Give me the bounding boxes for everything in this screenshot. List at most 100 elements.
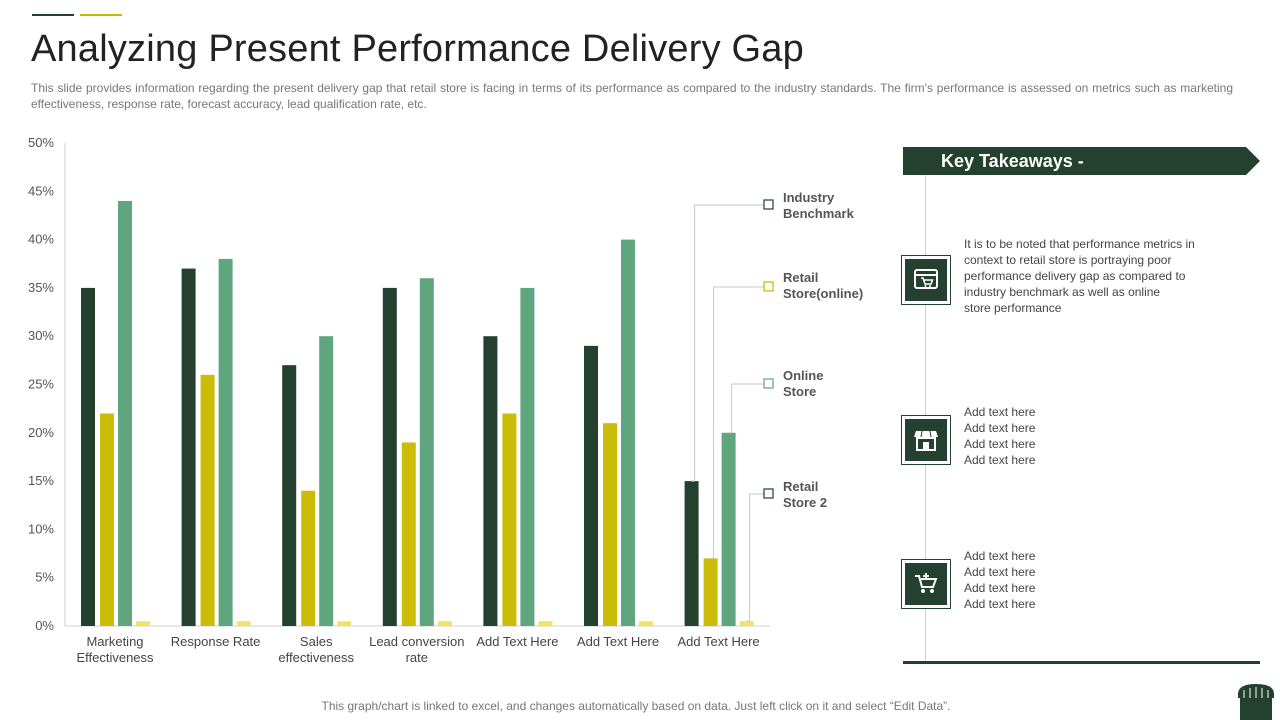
bar-retail-store-2-0	[136, 621, 150, 626]
takeaway-line: performance delivery gap as compared to	[964, 269, 1186, 283]
footer-note: This graph/chart is linked to excel, and…	[321, 699, 951, 713]
x-tick-label: Response Rate	[171, 634, 261, 649]
legend-label-retail-store-online: Retail Store(online)	[783, 270, 863, 302]
legend-label-line: Industry	[783, 190, 835, 205]
title-accent-line-gold	[80, 14, 122, 16]
legend-leader-line	[691, 204, 764, 482]
takeaway-1-text: It is to be noted that performance metri…	[964, 236, 1234, 316]
bar-industry-benchmark-1	[181, 268, 196, 626]
bar-online-store-3	[419, 278, 434, 626]
shopping-cart-icon	[915, 573, 938, 593]
takeaway-line: store performance	[964, 301, 1062, 315]
x-tick-label: Add Text Here	[678, 634, 760, 649]
bar-online-store-1	[218, 258, 233, 626]
y-tick-label: 10%	[28, 521, 54, 536]
legend-label-line: Online	[783, 368, 824, 383]
takeaway-line: industry benchmark as well as online	[964, 285, 1161, 299]
y-tick-label: 40%	[28, 232, 54, 247]
x-tick-label: Sales	[300, 634, 333, 649]
bar-online-store-5	[621, 239, 635, 626]
legend-label-line: Benchmark	[783, 206, 854, 221]
x-tick-label: Add Text Here	[577, 634, 659, 649]
legend-label-industry-benchmark: Industry Benchmark	[783, 190, 854, 222]
takeaway-1-icon-box	[901, 255, 951, 305]
bar-industry-benchmark-0	[81, 287, 95, 626]
store-corner-icon	[1238, 684, 1274, 720]
x-tick-label: Add Text Here	[476, 634, 558, 649]
chart-legend	[691, 199, 774, 622]
page-subtitle: This slide provides information regardin…	[31, 81, 1233, 111]
bar-online-store-4	[520, 287, 535, 626]
legend-label-retail-store-2: Retail Store 2	[783, 479, 827, 511]
bar-retail-store-online--6	[703, 558, 718, 626]
legend-label-line: Store	[783, 384, 817, 399]
bar-online-store-2	[319, 336, 334, 626]
bar-online-store-6	[721, 432, 736, 626]
bar-retail-store-2-3	[437, 621, 452, 626]
bar-industry-benchmark-2	[282, 365, 297, 626]
bar-chart[interactable]: 0% 5% 10% 15% 20% 25% 30% 35% 40% 45% 50% Marketin…	[0, 130, 890, 680]
bar-retail-store-online--5	[603, 423, 617, 626]
takeaways-bottom-bar	[903, 661, 1260, 664]
bar-retail-store-online--1	[200, 374, 215, 626]
bar-retail-store-online--3	[401, 442, 416, 626]
takeaway-line: Add text here	[964, 565, 1036, 579]
legend-marker	[763, 488, 774, 499]
y-tick-label: 20%	[28, 425, 54, 440]
y-tick-label: 5%	[35, 570, 54, 585]
bar-retail-store-2-4	[538, 621, 553, 626]
x-tick-label: effectiveness	[278, 650, 354, 665]
y-tick-label: 45%	[28, 183, 54, 198]
legend-leader-line	[746, 493, 764, 622]
legend-leader-line	[710, 286, 764, 559]
takeaway-line: Add text here	[964, 421, 1036, 435]
bar-industry-benchmark-3	[382, 287, 397, 626]
y-tick-label: 0%	[35, 618, 54, 633]
online-store-icon	[914, 269, 938, 289]
key-takeaways-title: Key Takeaways -	[941, 151, 1084, 171]
legend-label-line: Store(online)	[783, 286, 864, 301]
takeaway-line: context to retail store is portraying po…	[964, 253, 1172, 267]
bar-retail-store-online--0	[100, 413, 114, 626]
bar-retail-store-2-2	[337, 621, 352, 626]
takeaway-line: Add text here	[964, 549, 1036, 563]
takeaway-3-text: Add text here Add text here Add text her…	[964, 548, 1234, 612]
legend-leader-line	[728, 383, 764, 434]
y-tick-label: 25%	[28, 377, 54, 392]
takeaway-3-icon-box	[901, 559, 951, 609]
y-tick-label: 35%	[28, 280, 54, 295]
legend-label-line: Retail	[783, 270, 819, 285]
legend-marker	[763, 378, 774, 389]
x-tick-label: Lead conversion	[369, 634, 464, 649]
bar-industry-benchmark-6	[684, 481, 699, 626]
takeaway-line: Add text here	[964, 581, 1036, 595]
x-tick-label: Effectiveness	[76, 650, 154, 665]
bar-industry-benchmark-4	[483, 336, 498, 626]
takeaway-line: Add text here	[964, 453, 1036, 467]
bar-retail-store-online--2	[301, 490, 316, 626]
takeaway-2-text: Add text here Add text here Add text her…	[964, 404, 1234, 468]
page-title: Analyzing Present Performance Delivery G…	[31, 28, 804, 70]
bar-retail-store-2-6	[739, 621, 754, 626]
legend-marker	[763, 199, 774, 210]
key-takeaways-banner	[903, 147, 1260, 175]
legend-label-online-store: Online Store	[783, 368, 823, 400]
y-tick-label: 50%	[28, 135, 54, 150]
bar-retail-store-online--4	[502, 413, 517, 626]
takeaway-line: It is to be noted that performance metri…	[964, 237, 1195, 251]
takeaway-2-icon-box	[901, 415, 951, 465]
storefront-icon	[914, 430, 938, 451]
legend-marker	[763, 281, 774, 292]
x-tick-label: rate	[406, 650, 428, 665]
title-accent-line-dark	[32, 14, 74, 16]
chart-bars	[81, 200, 754, 626]
x-tick-label: Marketing	[86, 634, 143, 649]
legend-label-line: Retail	[783, 479, 819, 494]
y-tick-label: 15%	[28, 473, 54, 488]
takeaway-line: Add text here	[964, 597, 1036, 611]
y-tick-label: 30%	[28, 328, 54, 343]
takeaway-line: Add text here	[964, 405, 1036, 419]
bar-industry-benchmark-5	[584, 345, 598, 626]
bar-retail-store-2-1	[236, 621, 251, 626]
